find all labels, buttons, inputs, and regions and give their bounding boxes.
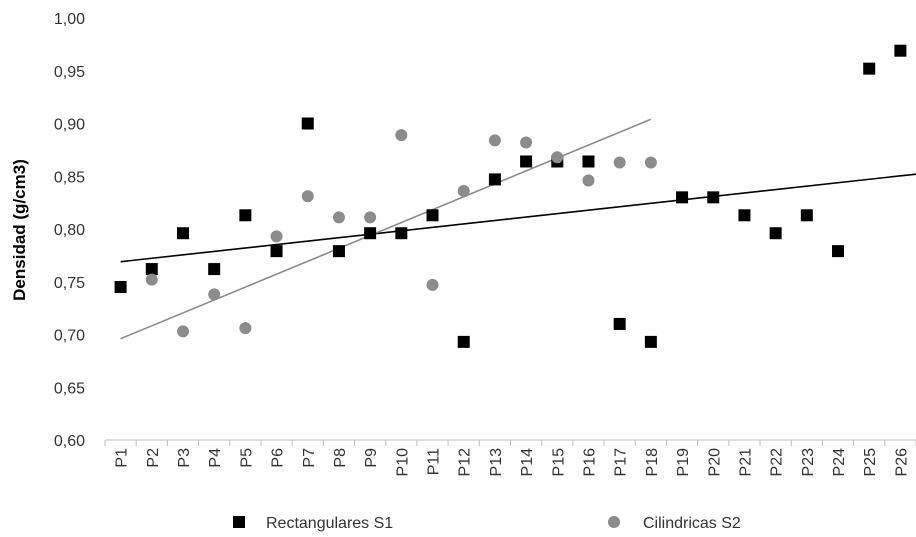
legend: Rectangulares S1 Cilindricas S2 <box>233 515 741 532</box>
trendline-1 <box>120 173 916 263</box>
legend-marker-s2 <box>608 516 620 528</box>
data-point-s1 <box>270 245 283 258</box>
x-tick-label: P25 <box>862 448 879 477</box>
x-tick-label: P5 <box>238 448 255 468</box>
data-point-s2 <box>644 156 657 169</box>
x-tick-label: P7 <box>301 448 318 468</box>
x-tick-label: P9 <box>363 448 380 468</box>
data-point-s1 <box>426 209 439 222</box>
y-tick-label: 0,90 <box>54 117 85 134</box>
data-point-s1 <box>613 317 626 330</box>
x-tick-label: P16 <box>581 448 598 477</box>
x-tick-label: P18 <box>644 448 661 477</box>
x-tick-label: P13 <box>488 448 505 477</box>
data-point-s1 <box>208 263 221 276</box>
data-point-s2 <box>270 230 283 243</box>
data-point-s1 <box>894 44 907 57</box>
data-point-s2 <box>426 278 439 291</box>
data-point-s1 <box>769 227 782 240</box>
data-point-s2 <box>457 185 470 198</box>
x-tick-label: P14 <box>519 448 536 477</box>
data-point-s2 <box>551 151 564 164</box>
y-tick-label: 1,00 <box>54 11 85 28</box>
data-point-s1 <box>800 209 813 222</box>
legend-label-s2: Cilindricas S2 <box>643 515 741 532</box>
x-tick-label: P6 <box>270 448 287 468</box>
data-point-s2 <box>301 190 314 203</box>
y-tick-label: 0,65 <box>54 380 85 397</box>
y-tick-label: 0,75 <box>54 275 85 292</box>
data-point-s1 <box>676 191 689 204</box>
data-point-s2 <box>208 288 221 301</box>
x-tick-label: P1 <box>114 448 131 468</box>
data-point-s2 <box>613 156 626 169</box>
x-tick-label: P8 <box>332 448 349 468</box>
data-point-s2 <box>488 134 501 147</box>
data-points <box>114 44 907 348</box>
legend-marker-s1 <box>233 516 245 528</box>
data-point-s2 <box>582 174 595 187</box>
data-point-s1 <box>738 209 751 222</box>
data-point-s1 <box>520 155 533 168</box>
data-point-s1 <box>644 335 657 348</box>
x-tick-label: P22 <box>769 448 786 477</box>
data-point-s2 <box>239 322 252 335</box>
data-point-s2 <box>176 325 189 338</box>
data-point-s1 <box>457 335 470 348</box>
y-tick-label: 0,95 <box>54 64 85 81</box>
x-tick-label: P2 <box>145 448 162 468</box>
y-tick-label: 0,60 <box>54 433 85 450</box>
data-point-s1 <box>395 227 408 240</box>
data-point-s1 <box>332 245 345 258</box>
x-tick-label: P3 <box>176 448 193 468</box>
data-point-s1 <box>301 117 314 130</box>
x-tick-label: P20 <box>706 448 723 477</box>
data-point-s2 <box>520 136 533 149</box>
data-point-s1 <box>364 227 377 240</box>
y-tick-label: 0,70 <box>54 328 85 345</box>
data-point-s1 <box>488 173 501 186</box>
x-tick-label: P10 <box>394 448 411 477</box>
x-tick-label: P11 <box>426 448 443 475</box>
data-point-s1 <box>176 227 189 240</box>
x-tick-label: P4 <box>207 448 224 468</box>
x-tick-label: P12 <box>457 448 474 477</box>
y-tick-label: 0,85 <box>54 169 85 186</box>
data-point-s1 <box>582 155 595 168</box>
x-tick-label: P17 <box>613 448 630 477</box>
trendlines <box>120 118 916 340</box>
data-point-s1 <box>114 281 127 294</box>
y-tick-label: 0,80 <box>54 222 85 239</box>
data-point-s2 <box>395 129 408 142</box>
data-point-s1 <box>707 191 720 204</box>
x-tick-label: P24 <box>831 448 848 477</box>
data-point-s2 <box>332 211 345 224</box>
x-tick-label: P19 <box>675 448 692 477</box>
legend-label-s1: Rectangulares S1 <box>266 515 393 532</box>
data-point-s1 <box>832 245 845 258</box>
data-point-s1 <box>863 62 876 75</box>
trendline-2 <box>120 118 652 340</box>
x-tick-label: P23 <box>800 448 817 477</box>
x-tick-label: P26 <box>893 448 910 477</box>
y-axis-label: Densidad (g/cm3) <box>10 159 29 301</box>
data-point-s1 <box>239 209 252 222</box>
axes: 0,60 0,65 0,70 0,75 0,80 0,85 0,90 0,95 1,00 P1 P2… <box>54 11 916 476</box>
x-tick-label: P15 <box>550 448 567 477</box>
data-point-s1 <box>145 263 158 276</box>
data-point-s2 <box>364 211 377 224</box>
data-point-s2 <box>145 273 158 286</box>
x-tick-label: P21 <box>737 448 754 477</box>
